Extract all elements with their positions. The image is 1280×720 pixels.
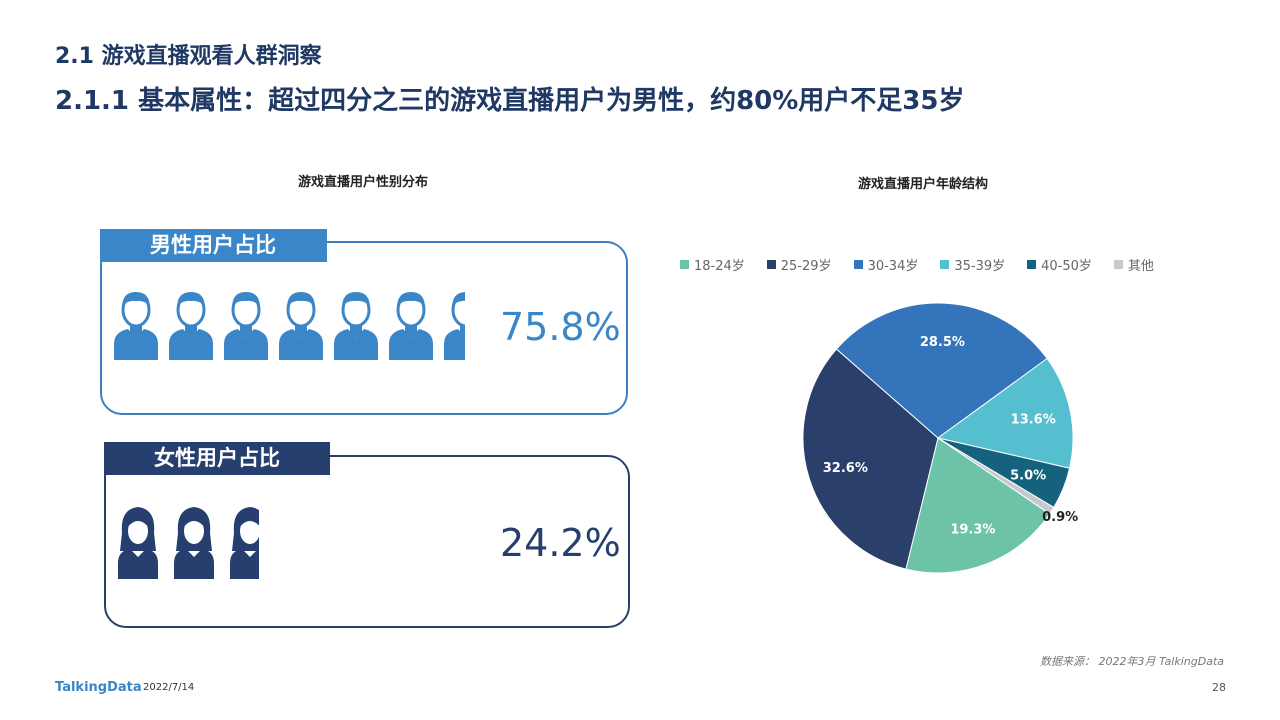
gender-chart-title: 游戏直播用户性别分布 [298, 175, 429, 190]
footer-date: 2022/7/14 [143, 682, 195, 693]
age-chart-legend: 18-24岁 25-29岁 30-34岁 35-39岁 40-50岁 其他 [680, 255, 1154, 274]
female-share-value: 24.2% [500, 521, 621, 565]
legend-swatch [1027, 260, 1037, 269]
legend-swatch [680, 260, 689, 269]
section-title: 2.1 游戏直播观看人群洞察 [55, 44, 322, 69]
pie-data-label: 32.6% [823, 461, 868, 476]
pie-slice-0 [905, 437, 1051, 574]
legend-label: 18-24岁 [694, 259, 745, 274]
legend-label: 40-50岁 [1041, 259, 1092, 274]
data-source-note: 数据来源： 2022年3月 TalkingData [1040, 655, 1224, 668]
legend-label: 30-34岁 [867, 259, 919, 274]
female-user-icon [118, 507, 158, 579]
male-user-icon [444, 292, 465, 360]
brand-logo-text: TalkingData [55, 680, 142, 695]
legend-label: 35-39岁 [954, 259, 1006, 274]
legend-item: 25-29岁 [766, 255, 832, 274]
pie-slice-1 [802, 348, 939, 570]
legend-swatch [853, 260, 863, 269]
legend-item: 35-39岁 [940, 255, 1005, 274]
male-user-icon [334, 292, 378, 360]
legend-label: 其他 [1127, 259, 1154, 274]
age-pie-chart: 19.3% 32.6% 28.5% 13.6% 5.0% 0.9% [802, 302, 1078, 574]
male-user-icon [114, 292, 158, 360]
legend-swatch [940, 260, 950, 269]
age-chart-title: 游戏直播用户年龄结构 [858, 177, 989, 192]
pie-slice-3 [936, 357, 1074, 469]
legend-item: 40-50岁 [1027, 255, 1092, 274]
legend-item: 18-24岁 [680, 255, 745, 274]
pie-slice-5 [937, 437, 1055, 515]
pie-data-label: 13.6% [1011, 413, 1056, 428]
male-user-icon [279, 292, 323, 360]
legend-swatch [1113, 260, 1123, 269]
pie-slice-2 [835, 302, 1048, 439]
legend-item: 其他 [1113, 255, 1154, 274]
male-share-label: 男性用户占比 [100, 229, 327, 262]
male-share-value: 75.8% [500, 305, 621, 349]
legend-swatch [766, 260, 776, 269]
page-title: 2.1.1 基本属性：超过四分之三的游戏直播用户为男性，约80%用户不足35岁 [55, 86, 965, 116]
legend-item: 30-34岁 [853, 255, 919, 274]
male-user-icon [224, 292, 268, 360]
female-user-icon [174, 507, 214, 579]
pie-data-label: 19.3% [950, 523, 995, 538]
pie-data-label: 28.5% [920, 335, 965, 350]
pie-data-label: 5.0% [1010, 468, 1046, 483]
female-user-icon [230, 507, 259, 579]
pie-data-label: 0.9% [1042, 510, 1078, 525]
page-number: 28 [1212, 681, 1226, 694]
male-icon-row [112, 288, 465, 363]
legend-label: 25-29岁 [780, 259, 832, 274]
male-user-icon [389, 292, 433, 360]
female-icon-row [116, 503, 259, 583]
female-share-label: 女性用户占比 [104, 442, 330, 475]
male-user-icon [169, 292, 213, 360]
